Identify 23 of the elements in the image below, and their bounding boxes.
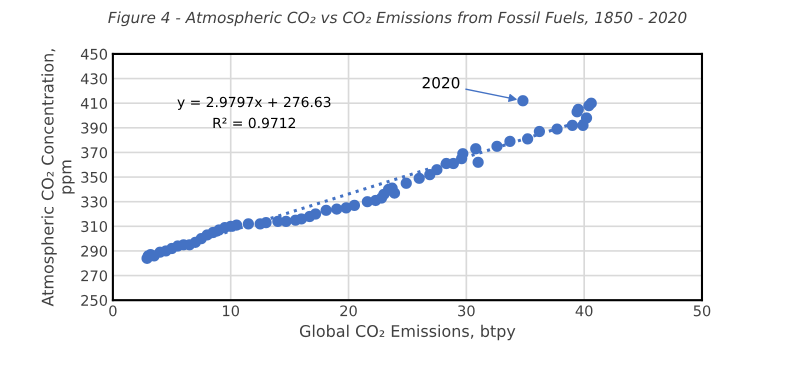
x-tick-label: 50 xyxy=(694,305,710,316)
x-axis-title: Global CO₂ Emissions, btpy xyxy=(300,324,516,340)
y-tick-label: 430 xyxy=(80,73,108,84)
y-tick-label: 350 xyxy=(81,172,108,183)
y-tick-label: 370 xyxy=(81,147,108,158)
chart-title: Figure 4 - Atmospheric CO₂ vs CO₂ Emissions from Fossil Fuels, 1850 - 2020 xyxy=(108,11,686,26)
annotation: R² = 0.9712 xyxy=(213,118,296,128)
x-tick-label: 40 xyxy=(576,305,592,316)
y-tick-label: 330 xyxy=(81,196,108,208)
annotation: 2020 xyxy=(422,76,460,89)
y-tick-label: 250 xyxy=(81,294,108,306)
x-tick-label: 20 xyxy=(340,305,357,316)
x-tick-label: 10 xyxy=(223,305,240,316)
y-tick-label: 410 xyxy=(80,98,108,109)
annotation: y = 2.9797x + 276.63 xyxy=(177,96,330,110)
x-tick-label: 0 xyxy=(109,305,117,316)
y-axis-title: Atmospheric CO₂ Concentration, ppm xyxy=(41,49,75,306)
y-tick-label: 450 xyxy=(80,48,108,60)
y-tick-label: 290 xyxy=(81,246,108,257)
y-tick-label: 390 xyxy=(81,122,108,134)
y-tick-label: 270 xyxy=(81,270,108,282)
x-tick-label: 30 xyxy=(458,305,475,316)
y-tick-label: 310 xyxy=(81,221,108,232)
